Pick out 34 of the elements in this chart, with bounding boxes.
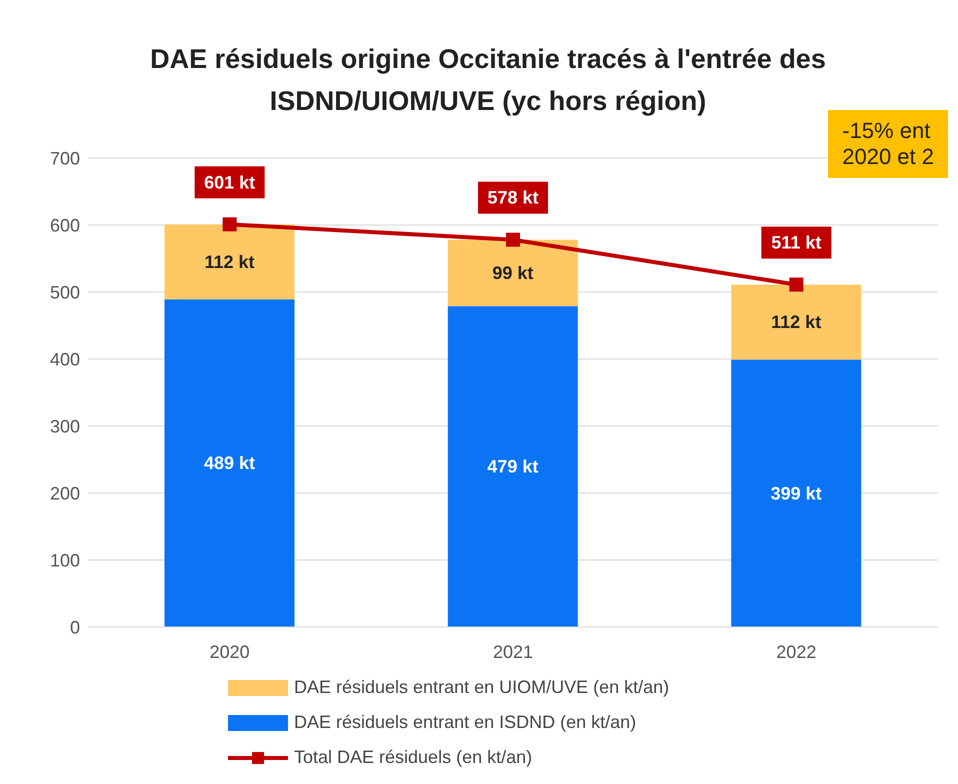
data-label: 479 kt [487,456,538,477]
point [222,217,237,232]
data-label: 489 kt [204,453,256,474]
bar [164,224,294,300]
legend-label: DAE résiduels entrant en UIOM/UVE (en kt/an) [294,677,670,698]
data-label: 578 kt [487,188,539,208]
annotation: -15% ent 2020 et 2 [828,110,948,178]
bar [448,240,578,306]
x-tick-label: 2021 [492,642,534,662]
data-label: 99 kt [492,262,534,283]
x-tick-label: 2022 [776,642,816,662]
y-tick-label: 200 [50,483,80,504]
x-tick-label: 2020 [210,642,250,662]
bar [448,306,578,627]
data-label: 112 kt [204,252,255,272]
legend-label: DAE résiduels entrant en ISDND (en kt/an) [294,712,636,733]
y-tick-label: 300 [50,416,80,436]
data-label: 511 kt [771,232,822,253]
y-tick-label: 600 [50,215,80,236]
y-tick-label: 100 [50,550,80,570]
legend-label: Total DAE résiduels (en kt/an) [294,747,532,768]
y-tick-label: 500 [50,282,80,302]
bar [731,360,862,627]
y-tick-label: 400 [50,349,80,370]
y-tick-label: 700 [50,148,80,168]
data-label: 399 kt [770,483,822,504]
point [789,278,804,292]
bar [731,284,862,360]
point [506,232,520,247]
data-label: 112 kt [771,312,822,332]
chart-title: DAE résiduels origine Occitanie tracés à l'entrée des ISDND/UIOM/UVE (yc hors région) [150,44,826,116]
y-tick-label: 0 [70,617,80,638]
data-label: 601 kt [204,172,256,192]
bar [164,299,294,627]
